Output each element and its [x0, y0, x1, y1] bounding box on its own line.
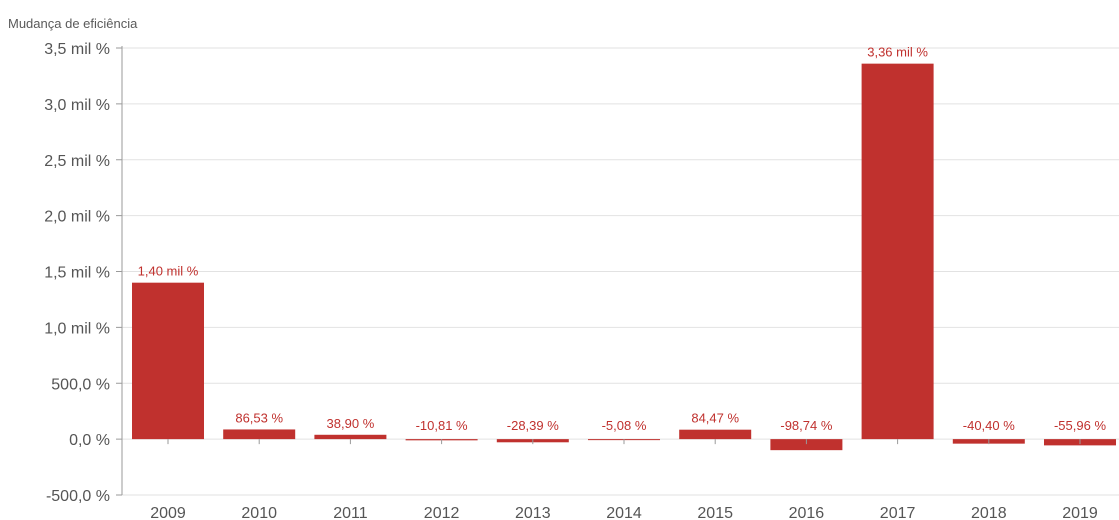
y-tick-label: 0,0 % — [69, 432, 110, 449]
y-tick-label: -500,0 % — [46, 488, 110, 505]
y-tick-label: 2,5 mil % — [44, 153, 110, 170]
y-tick-label: 500,0 % — [51, 376, 110, 393]
y-axis-ticks: -500,0 % 0,0 % 500,0 % 1,0 mil % 1,5 mil % 2,… — [44, 41, 122, 505]
data-label: -98,74 % — [780, 418, 832, 433]
data-label: -5,08 % — [602, 418, 647, 433]
y-axis-title: Mudança de eficiência — [8, 16, 138, 31]
x-axis-ticks: 2009 2010 2011 2012 2013 2014 2015 2016 2017 2018… — [150, 439, 1098, 520]
x-tick-label: 2019 — [1062, 505, 1098, 520]
x-tick-label: 2012 — [424, 505, 460, 520]
x-tick-label: 2013 — [515, 505, 551, 520]
data-label: -40,40 % — [963, 418, 1015, 433]
data-label: 86,53 % — [235, 410, 283, 425]
data-label: 1,40 mil % — [138, 264, 199, 279]
data-label: -10,81 % — [416, 418, 468, 433]
x-tick-label: 2011 — [333, 505, 368, 520]
x-tick-label: 2009 — [150, 505, 186, 520]
x-tick-label: 2015 — [697, 505, 733, 520]
bar — [314, 434, 387, 440]
x-tick-label: 2018 — [971, 505, 1007, 520]
bar — [223, 429, 296, 440]
y-tick-label: 3,0 mil % — [44, 97, 110, 114]
data-label: 38,90 % — [327, 416, 375, 431]
y-tick-label: 2,0 mil % — [44, 209, 110, 226]
data-label: -55,96 % — [1054, 418, 1106, 433]
bars: 1,40 mil % 86,53 % 38,90 % -10,81 % -28,39 %… — [132, 45, 1116, 451]
data-label: 3,36 mil % — [867, 45, 928, 60]
bar — [679, 429, 752, 440]
bar — [861, 63, 934, 440]
x-tick-label: 2016 — [789, 505, 825, 520]
y-tick-label: 3,5 mil % — [44, 41, 110, 58]
x-tick-label: 2014 — [606, 505, 642, 520]
x-tick-label: 2010 — [241, 505, 277, 520]
y-tick-label: 1,5 mil % — [44, 265, 110, 282]
x-tick-label: 2017 — [880, 505, 916, 520]
y-tick-label: 1,0 mil % — [44, 320, 110, 337]
data-label: -28,39 % — [507, 418, 559, 433]
bar — [132, 282, 204, 440]
bar — [770, 439, 843, 451]
data-label: 84,47 % — [691, 411, 739, 426]
